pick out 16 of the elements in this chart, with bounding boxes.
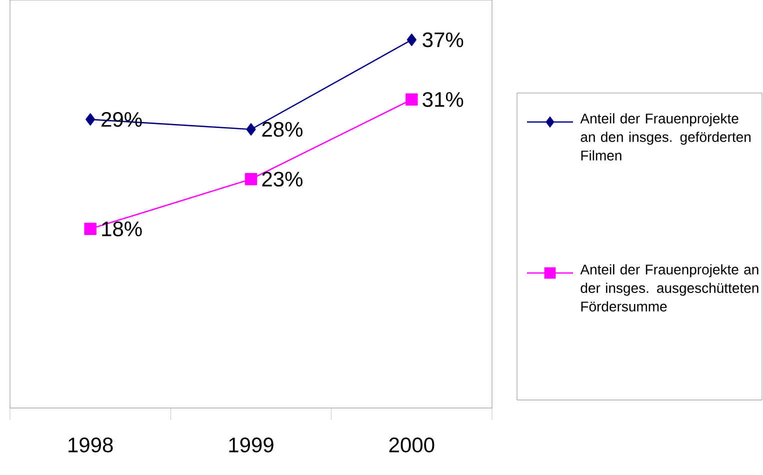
data-label: 23% [262, 172, 302, 187]
data-label: 18% [102, 221, 142, 236]
legend-label: Anteil der Frauenprojekte an den insges. geförderten Filmen [580, 113, 750, 160]
point [406, 34, 416, 46]
x-tick-label: 1999 [229, 438, 274, 452]
point [244, 172, 258, 186]
legend-label: Anteil der Frauenprojekte an der insges. ausgeschütteten Fördersumme [580, 264, 758, 312]
data-label: 28% [262, 122, 302, 137]
x-tick-label: 2000 [389, 438, 434, 452]
data-label: 31% [422, 92, 464, 107]
point [246, 123, 256, 136]
point [406, 93, 418, 106]
data-label: 37% [422, 32, 464, 48]
point [86, 113, 96, 126]
x-tick-label: 1998 [68, 438, 113, 452]
point [84, 222, 96, 236]
